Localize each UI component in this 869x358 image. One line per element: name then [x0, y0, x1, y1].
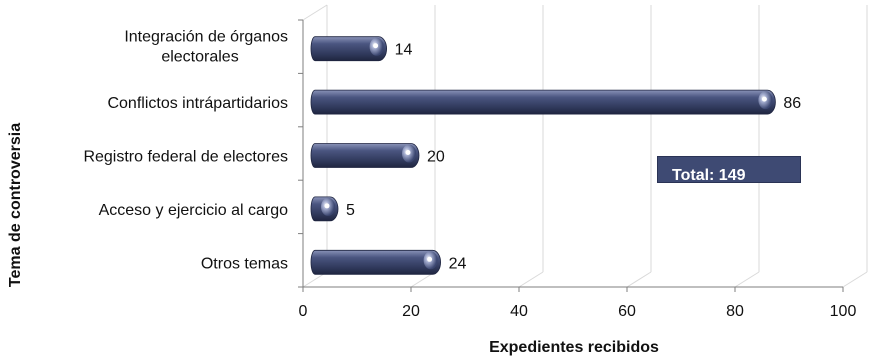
y-tick-label: Otros temas: [201, 255, 288, 272]
bar: [310, 249, 441, 275]
y-tick-label: Conflictos intrápartidarios: [107, 95, 288, 112]
x-tick-label: 100: [830, 303, 857, 320]
y-axis-title: Tema de controversia: [7, 123, 24, 287]
bar-highlight: [761, 96, 767, 102]
floor-gridline: [842, 271, 868, 288]
labels: 0 20 40 60 80 100 14 Integración de órganos elec…: [83, 29, 856, 320]
x-tick-label: 40: [510, 303, 528, 320]
gridlines: [302, 4, 868, 288]
y-tick-label: Acceso y ejercicio al cargo: [99, 202, 289, 219]
x-tick-label: 20: [402, 303, 420, 320]
bar-body: [310, 89, 776, 115]
bar-highlight: [373, 43, 379, 49]
y-tick-label: electorales: [161, 49, 238, 66]
bar: [310, 196, 339, 222]
bars: [310, 36, 776, 275]
total-annotation-text: Total: 149: [672, 167, 746, 183]
data-label: 20: [427, 149, 445, 166]
floor-gridline: [518, 271, 544, 288]
data-label: 5: [346, 202, 355, 219]
axes: [298, 19, 844, 292]
bar-body: [310, 36, 387, 62]
bar-body: [310, 249, 441, 275]
floor-gridline: [626, 271, 652, 288]
x-tick-label: 80: [726, 303, 744, 320]
bar-highlight: [427, 256, 433, 262]
bar-body: [310, 143, 420, 168]
bar: [310, 36, 387, 62]
bar: [310, 89, 776, 115]
total-annotation-box: Total: 149: [657, 156, 801, 183]
floor-gridline: [734, 271, 760, 288]
x-tick-label: 60: [618, 303, 636, 320]
bar: [310, 143, 420, 168]
data-label: 86: [783, 95, 801, 112]
bar-highlight: [405, 150, 411, 155]
data-label: 14: [395, 42, 413, 59]
y-tick-label: Registro federal de electores: [83, 149, 288, 166]
x-axis-title: Expedientes recibidos: [489, 339, 659, 356]
side-wall-edge: [302, 4, 328, 21]
y-tick-label: Integración de órganos: [124, 29, 288, 46]
data-label: 24: [449, 255, 467, 272]
bar-highlight: [324, 203, 330, 209]
x-tick-label: 0: [299, 303, 308, 320]
